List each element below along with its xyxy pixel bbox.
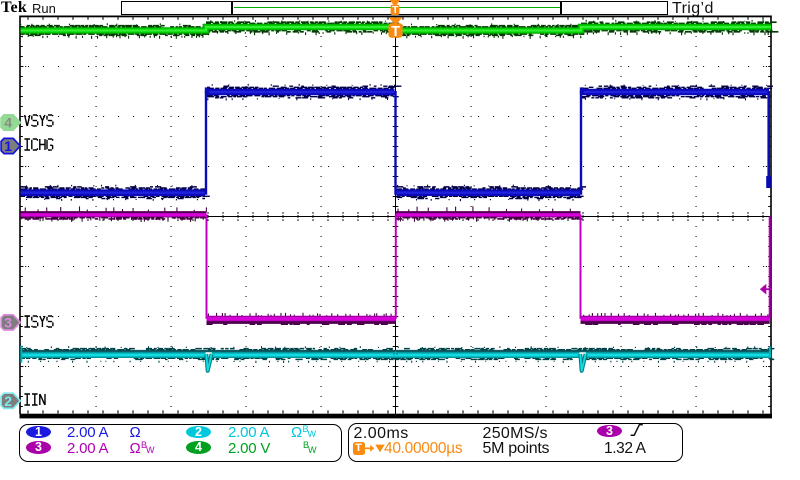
svg-text:2: 2 <box>4 393 12 409</box>
svg-text:1: 1 <box>4 138 12 154</box>
svg-text:4: 4 <box>4 115 12 131</box>
svg-text:T: T <box>391 24 400 40</box>
svg-text:3: 3 <box>4 315 12 331</box>
svg-text:T: T <box>392 4 399 16</box>
